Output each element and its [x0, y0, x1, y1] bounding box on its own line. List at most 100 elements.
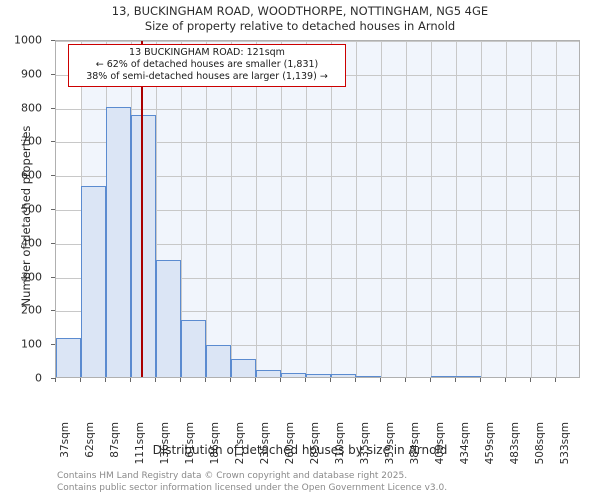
property-marker-line — [141, 41, 143, 377]
x-tick-mark — [55, 378, 56, 382]
y-tick-mark — [51, 175, 55, 177]
annotation-line-2: ← 62% of detached houses are smaller (1,… — [95, 59, 319, 70]
y-tick-label: 0 — [35, 371, 42, 385]
y-tick-mark — [51, 40, 55, 41]
gridline-vertical — [206, 41, 207, 377]
footer-line-1: Contains HM Land Registry data © Crown c… — [57, 471, 408, 481]
gridline-vertical — [556, 41, 557, 377]
y-axis-title: Number of detached properties — [19, 125, 33, 307]
bar-111sqm — [131, 115, 156, 377]
y-tick-mark — [51, 310, 55, 312]
bar-161sqm — [181, 319, 206, 377]
gridline-vertical — [406, 41, 407, 377]
gridline-vertical — [356, 41, 357, 377]
x-tick-mark — [430, 378, 431, 382]
x-tick-mark — [255, 378, 256, 382]
y-tick-mark — [51, 276, 55, 278]
bar-235sqm — [256, 370, 281, 377]
y-tick-label: 800 — [21, 101, 42, 115]
x-tick-mark — [230, 378, 231, 382]
bar-211sqm — [231, 359, 256, 377]
y-tick-label: 400 — [21, 236, 42, 250]
bar-62sqm — [81, 186, 106, 377]
bar-409sqm — [431, 375, 456, 377]
gridline-vertical — [156, 41, 157, 377]
y-tick-label: 200 — [21, 303, 42, 317]
gridline-vertical — [381, 41, 382, 377]
y-tick-mark — [51, 242, 55, 244]
bar-310sqm — [331, 373, 356, 377]
gridline-vertical — [181, 41, 182, 377]
footer-attribution: Contains HM Land Registry data © Crown c… — [57, 471, 447, 494]
y-tick-mark — [51, 73, 55, 75]
x-tick-mark — [180, 378, 181, 382]
plot-left-white-region — [56, 41, 81, 377]
chart-title-block: 13, BUCKINGHAM ROAD, WOODTHORPE, NOTTING… — [0, 4, 600, 34]
y-tick-mark — [51, 107, 55, 109]
chart-title-primary: 13, BUCKINGHAM ROAD, WOODTHORPE, NOTTING… — [111, 4, 489, 18]
x-tick-mark — [505, 378, 506, 382]
x-tick-mark — [305, 378, 306, 382]
plot-area — [55, 40, 580, 378]
gridline-horizontal — [56, 41, 579, 42]
bar-136sqm — [156, 259, 181, 377]
x-tick-mark — [355, 378, 356, 382]
y-tick-label: 1000 — [14, 33, 42, 47]
gridline-horizontal — [56, 142, 579, 144]
gridline-vertical — [481, 41, 482, 377]
y-tick-label: 100 — [21, 337, 42, 351]
chart-title-secondary: Size of property relative to detached ho… — [144, 19, 456, 33]
footer-line-2: Contains public sector information licen… — [57, 482, 448, 493]
gridline-vertical — [231, 41, 232, 377]
x-tick-mark — [130, 378, 131, 382]
gridline-horizontal — [56, 210, 579, 211]
y-tick-mark — [51, 378, 55, 379]
y-tick-label: 600 — [21, 168, 42, 182]
x-tick-mark — [280, 378, 281, 382]
bar-335sqm — [356, 375, 381, 377]
gridline-horizontal — [56, 176, 579, 178]
gridline-vertical — [256, 41, 257, 377]
annotation-line-3: 38% of semi-detached houses are larger (… — [86, 71, 328, 82]
x-tick-mark — [105, 378, 106, 382]
gridline-horizontal — [56, 108, 579, 110]
bar-434sqm — [456, 375, 481, 377]
x-tick-mark — [555, 378, 556, 382]
y-tick-label: 700 — [21, 134, 42, 148]
x-tick-mark — [455, 378, 456, 382]
y-tick-mark — [51, 141, 55, 143]
x-tick-mark — [80, 378, 81, 382]
y-tick-label: 500 — [21, 202, 42, 216]
y-tick-label: 900 — [21, 67, 42, 81]
gridline-vertical — [281, 41, 282, 377]
x-axis-title: Distribution of detached houses by size … — [152, 443, 448, 457]
y-tick-label: 300 — [21, 270, 42, 284]
x-tick-mark — [205, 378, 206, 382]
annotation-line-1: 13 BUCKINGHAM ROAD: 121sqm — [129, 47, 285, 58]
gridline-horizontal — [56, 243, 579, 245]
y-tick-mark — [51, 209, 55, 210]
gridline-vertical — [306, 41, 307, 377]
gridline-vertical — [331, 41, 332, 377]
gridline-horizontal — [56, 277, 579, 279]
gridline-vertical — [431, 41, 432, 377]
gridline-vertical — [531, 41, 532, 377]
property-annotation-box: 13 BUCKINGHAM ROAD: 121sqm ← 62% of deta… — [68, 44, 346, 87]
x-tick-mark — [330, 378, 331, 382]
gridline-vertical — [456, 41, 457, 377]
bar-186sqm — [206, 344, 231, 377]
gridline-horizontal — [56, 311, 579, 313]
x-tick-mark — [155, 378, 156, 382]
x-tick-mark — [380, 378, 381, 382]
gridline-vertical — [506, 41, 507, 377]
bar-285sqm — [306, 374, 331, 377]
x-tick-mark — [480, 378, 481, 382]
y-axis-labels: 0 100 200 300 400 500 600 700 800 900 1000 — [0, 0, 55, 500]
bar-37sqm — [56, 338, 81, 377]
bar-260sqm — [281, 372, 306, 377]
bar-87sqm — [106, 106, 131, 377]
x-tick-mark — [530, 378, 531, 382]
gridline-horizontal — [56, 345, 579, 347]
y-tick-mark — [51, 344, 55, 346]
